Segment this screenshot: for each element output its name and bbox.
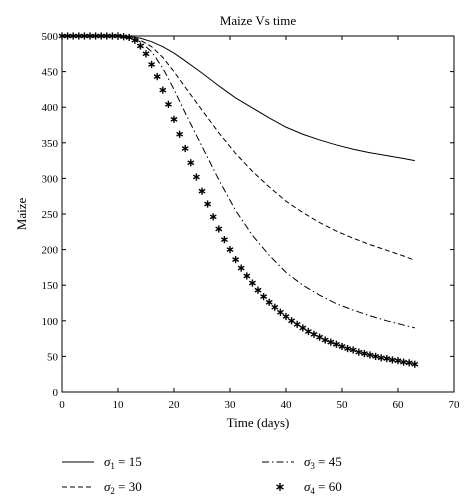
x-tick-label: 30 [225,399,237,411]
legend-entry-1: σ1 = 15 [62,454,142,471]
series-4-point [260,292,268,301]
series-4-point [254,286,262,294]
series-4-point [372,352,380,360]
series-1 [62,35,415,162]
y-tick-label: 350 [42,138,59,150]
y-tick-label: 150 [42,280,59,292]
x-tick-label: 10 [113,399,125,411]
legend-label-4: σ4 = 60 [304,479,342,496]
legend: σ1 = 15 σ2 = 30 σ3 = 45 σ4 = 60 [62,454,342,496]
y-tick-label: 450 [42,67,59,79]
series-4-point [400,358,408,366]
series-4-point [288,317,296,325]
legend-marker-4 [276,483,284,491]
series-4-point [360,349,368,358]
x-tick-label: 20 [169,399,181,411]
y-tick-label: 50 [47,351,59,363]
series-4-point [220,236,228,244]
series-4-point [293,320,301,328]
series-4-point [192,173,200,181]
x-tick-label: 0 [59,399,65,411]
series-4-point [388,356,396,364]
series-4-point [383,354,391,363]
series-3 [62,35,415,329]
x-axis-label: Time (days) [227,415,290,430]
series-4-point [170,115,178,123]
series-4-point [304,327,312,336]
series-4-point [243,272,251,280]
legend-label-3: σ3 = 45 [304,454,342,471]
x-tick-label: 60 [393,399,405,411]
x-tick-label: 70 [449,399,461,411]
series-4-point [316,333,324,341]
series-4-point [265,298,273,306]
series-4-point [204,200,212,208]
series-4-point [355,348,363,356]
legend-entry-3: σ3 = 45 [262,454,342,471]
series-4-point [226,246,234,254]
legend-entry-2: σ2 = 30 [62,479,142,496]
series-2-line [62,35,415,261]
y-tick-label: 500 [42,31,59,43]
y-tick-label: 300 [42,173,59,185]
series-4-point [131,36,139,44]
x-tick-label: 40 [281,399,293,411]
series-4-point [181,144,189,153]
series-4-point [232,255,240,264]
series-4-point [299,324,307,332]
series-4-point [271,303,279,311]
series-1-line [62,35,415,162]
axis-ticks: 0 10 20 30 40 50 60 70 0 50 100 150 200 250 300 350 400 4… [42,31,461,411]
series-4-point [187,159,195,167]
y-axis-label: Maize [14,198,29,231]
series-4-point [164,100,172,108]
series-4-point [405,359,413,367]
series-4-point [248,279,256,287]
series-4-point [310,330,318,338]
series-4-point [349,346,357,354]
plot-area [58,32,419,368]
series-4-point [321,336,329,344]
series-4-point [394,357,402,365]
legend-entry-4: σ4 = 60 [276,479,342,496]
series-4-point [411,360,419,368]
series-4-point [148,60,156,69]
y-tick-label: 400 [42,102,59,114]
series-4-point [327,338,335,346]
series-4-point [282,312,290,321]
series-4-point [198,187,206,195]
series-4-point [153,72,161,81]
y-tick-label: 0 [53,387,59,399]
series-4-point [338,342,346,351]
series-2 [62,35,415,261]
y-tick-label: 250 [42,209,59,221]
chart-title: Maize Vs time [220,13,297,28]
series-4-point [276,308,284,316]
legend-label-2: σ2 = 30 [104,479,142,496]
y-tick-label: 100 [42,316,59,328]
series-4 [58,32,419,368]
series-4-point [159,86,167,94]
y-tick-label: 200 [42,245,59,257]
series-4-point [215,225,223,233]
plot-frame [61,35,455,393]
series-4-point [366,351,374,359]
series-4-point [209,213,217,221]
series-4-point [377,354,385,362]
series-4-point [344,344,352,353]
x-tick-label: 50 [337,399,349,411]
series-4-point [332,340,340,348]
series-4-point [142,50,150,58]
series-4-point [237,264,245,272]
series-4-point [136,42,144,50]
series-3-line [62,35,415,329]
legend-label-1: σ1 = 15 [104,454,142,471]
series-4-point [176,130,184,138]
